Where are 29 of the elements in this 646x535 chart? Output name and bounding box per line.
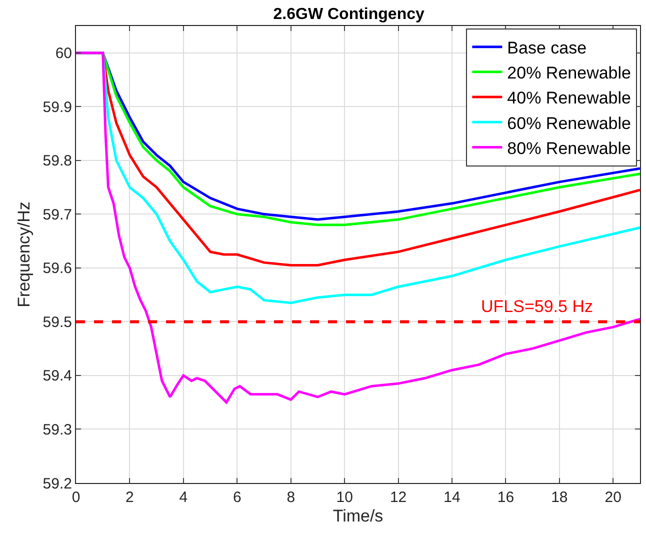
x-tick-label: 12 xyxy=(390,489,407,506)
x-tick-label: 4 xyxy=(179,489,188,506)
x-tick-label: 10 xyxy=(336,489,353,506)
ref-line-label: UFLS=59.5 Hz xyxy=(481,297,593,316)
x-tick-label: 6 xyxy=(232,489,242,506)
x-tick-label: 0 xyxy=(72,489,80,506)
x-tick-label: 18 xyxy=(551,489,568,506)
y-tick-label: 59.8 xyxy=(42,152,72,170)
x-tick-label: 14 xyxy=(444,489,460,506)
y-tick-label: 59.7 xyxy=(42,206,72,224)
legend-label: 80% Renewable xyxy=(507,138,631,158)
x-tick-label: 8 xyxy=(286,489,296,506)
y-tick-label: 59.6 xyxy=(42,260,72,278)
y-tick-label: 59.9 xyxy=(42,98,72,116)
legend-label: 60% Renewable xyxy=(507,114,631,133)
y-tick-label: 59.4 xyxy=(42,368,72,385)
y-tick-label: 60 xyxy=(55,45,72,62)
y-tick-label: 59.3 xyxy=(42,421,72,438)
y-tick-label: 59.5 xyxy=(42,314,72,331)
legend-label: Base case xyxy=(507,38,587,58)
x-tick-label: 20 xyxy=(604,489,622,506)
legend-label: 20% Renewable xyxy=(507,64,631,83)
y-axis-title: Frequency/Hz xyxy=(14,202,34,308)
y-tick-label: 59.2 xyxy=(42,475,72,492)
x-tick-label: 2 xyxy=(126,489,134,506)
x-axis-title: Time/s xyxy=(332,506,384,526)
legend-label: 40% Renewable xyxy=(507,88,631,108)
x-tick-label: 16 xyxy=(497,489,514,506)
chart-title: 2.6GW Contingency xyxy=(273,6,425,24)
